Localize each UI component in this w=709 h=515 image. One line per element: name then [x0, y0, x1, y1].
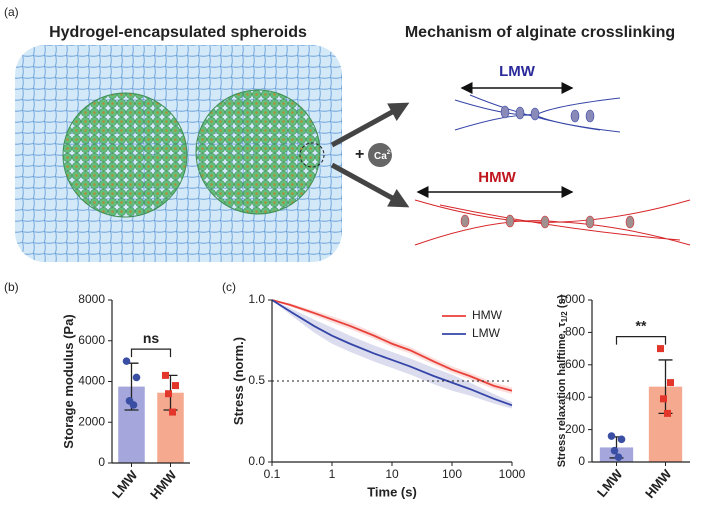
data-point — [132, 373, 141, 382]
data-point — [165, 390, 172, 398]
data-point — [172, 382, 179, 390]
y-tick-label: 4000 — [78, 374, 105, 388]
y-axis-label-text: Stress relaxation halftime, τ — [556, 322, 568, 467]
x-tick-label: LMW — [594, 466, 626, 500]
y-axis-label-sub: 1/2 — [560, 311, 569, 323]
ion-symbol: Ca — [374, 151, 387, 162]
data-point — [660, 395, 667, 403]
data-point — [617, 435, 626, 444]
x-axis-label: Time (s) — [367, 484, 417, 499]
data-point — [614, 453, 623, 461]
y-axis-label: Stress (norm.) — [231, 337, 246, 425]
x-tick-label: 10 — [385, 467, 399, 481]
y-tick-label: 400 — [565, 389, 585, 403]
y-axis-label: Stress relaxation halftime, τ1/2 (s) — [556, 294, 569, 467]
data-point — [162, 371, 169, 379]
significance-bracket — [130, 348, 172, 358]
ion-charge: 2+ — [387, 150, 394, 156]
y-tick-label: 600 — [565, 357, 585, 371]
data-point — [667, 379, 674, 387]
plus-sign: + — [355, 146, 364, 163]
x-tick-label: HMW — [147, 467, 180, 502]
y-tick-label: 0 — [578, 454, 585, 468]
y-axis-label-text: Storage modulus (Pa) — [61, 314, 76, 448]
hydrogel-illustration — [15, 45, 691, 262]
y-tick-label: 6000 — [78, 333, 105, 347]
significance-bracket — [615, 336, 667, 345]
y-tick-label: 1000 — [558, 292, 585, 306]
illustration-title: Mechanism of alginate crosslinking — [405, 24, 675, 41]
line — [271, 299, 513, 392]
illustration-title: Hydrogel-encapsulated spheroids — [49, 24, 307, 41]
y-tick-label: 0 — [98, 455, 105, 469]
data-point — [129, 401, 138, 409]
panel-label: (a) — [4, 5, 19, 19]
x-tick-label: 1000 — [499, 467, 526, 481]
y-axis-label: Storage modulus (Pa) — [61, 314, 76, 448]
x-tick-label: LMW — [109, 467, 141, 501]
line — [271, 299, 513, 407]
x-tick-label: HMW — [642, 466, 675, 501]
y-tick-label: 0.5 — [248, 373, 265, 387]
x-tick-label: 0.1 — [264, 467, 281, 481]
legend-label: LMW — [472, 326, 501, 340]
y-tick-label: 2000 — [78, 414, 105, 428]
x-tick-label: 100 — [442, 467, 462, 481]
significance-label: ** — [636, 317, 647, 333]
x-tick-label: 1 — [329, 467, 336, 481]
data-point — [122, 357, 131, 365]
y-tick-label: 1.0 — [248, 292, 265, 306]
significance-label: ns — [143, 330, 160, 346]
y-tick-label: 8000 — [78, 292, 105, 306]
y-tick-label: 0.0 — [248, 454, 265, 468]
y-tick-label: 200 — [565, 422, 585, 436]
lmw-label: LMW — [499, 63, 536, 80]
ion-label: Ca2+ — [374, 150, 394, 162]
hmw-label: HMW — [478, 169, 516, 186]
data-point — [657, 345, 664, 353]
data-point — [664, 409, 671, 417]
y-axis-label-unit: (s) — [556, 294, 568, 308]
data-point — [607, 432, 616, 440]
data-point — [610, 446, 619, 455]
panel-label: (b) — [4, 280, 19, 294]
y-tick-label: 800 — [565, 325, 585, 339]
y-axis-label-text: Stress (norm.) — [231, 337, 246, 425]
panel-label: (c) — [222, 280, 236, 294]
legend-label: HMW — [472, 308, 503, 322]
data-point — [169, 408, 176, 416]
